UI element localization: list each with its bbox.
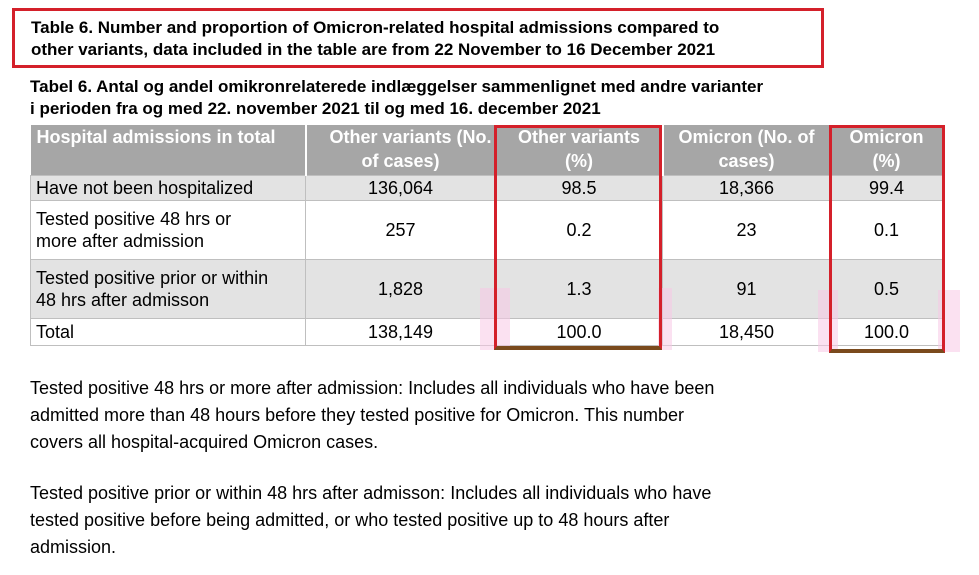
cell-other-percent: 1.3 (495, 259, 663, 319)
danish-title-line-1: Tabel 6. Antal og andel omikronrelatered… (30, 77, 764, 96)
cell-other-count: 136,064 (305, 175, 496, 201)
danish-title: Tabel 6. Antal og andel omikronrelatered… (30, 76, 763, 120)
table-header-row: Hospital admissions in total Other varia… (30, 125, 944, 176)
header-hospital-admissions: Hospital admissions in total (30, 125, 307, 176)
table-row: Tested positive prior or within 48 hrs a… (30, 259, 943, 319)
row-label: Have not been hospitalized (30, 175, 306, 201)
cell-other-count: 1,828 (305, 259, 496, 319)
note-1-line-2: admitted more than 48 hours before they … (30, 405, 684, 425)
cell-other-count: 257 (305, 200, 496, 260)
cell-omicron-percent: 99.4 (830, 175, 943, 201)
note-tested-positive-prior-or-within: Tested positive prior or within 48 hrs a… (30, 480, 930, 561)
english-title-highlight-box: Table 6. Number and proportion of Omicro… (12, 8, 824, 68)
row-label-line-1: Tested positive 48 hrs or (36, 209, 232, 229)
header-other-variants-count-line-1: Other variants (No. (329, 127, 492, 147)
cell-other-count: 138,149 (305, 318, 496, 346)
row-label-line-2: 48 hrs after admisson (36, 290, 210, 310)
note-2-line-1: Tested positive prior or within 48 hrs a… (30, 483, 712, 503)
header-other-variants-count: Other variants (No. of cases) (305, 125, 497, 176)
table-row: Total 138,149 100.0 18,450 100.0 (30, 318, 943, 346)
cell-omicron-count: 91 (662, 259, 831, 319)
cell-omicron-count: 23 (662, 200, 831, 260)
header-omicron-count: Omicron (No. of cases) (662, 125, 832, 176)
english-title-line-1: Table 6. Number and proportion of Omicro… (31, 18, 720, 37)
row-label-line-1: Total (36, 322, 75, 342)
note-2-line-2: tested positive before being admitted, o… (30, 510, 670, 530)
header-omicron-count-line-1: Omicron (No. of (678, 127, 815, 147)
table-row: Have not been hospitalized 136,064 98.5 … (30, 175, 943, 201)
cell-other-percent: 100.0 (495, 318, 663, 346)
note-tested-positive-after-admission: Tested positive 48 hrs or more after adm… (30, 375, 930, 456)
header-hospital-admissions-text: Hospital admissions in total (36, 127, 276, 147)
header-omicron-count-line-2: cases) (718, 151, 775, 171)
cell-omicron-count: 18,450 (662, 318, 831, 346)
header-other-variants-count-line-2: of cases) (361, 151, 440, 171)
note-1-line-1: Tested positive 48 hrs or more after adm… (30, 378, 715, 398)
note-1-line-3: covers all hospital-acquired Omicron cas… (30, 432, 379, 452)
header-omicron-percent-line-2: (%) (872, 151, 901, 171)
row-label-line-1: Have not been hospitalized (36, 178, 254, 198)
row-label: Total (30, 318, 306, 346)
hospital-admissions-table: Hospital admissions in total Other varia… (30, 125, 944, 346)
header-other-variants-percent-line-2: (%) (565, 151, 593, 171)
row-label-line-1: Tested positive prior or within (36, 268, 269, 288)
cell-omicron-percent: 0.5 (830, 259, 943, 319)
cell-omicron-percent: 0.1 (830, 200, 943, 260)
cell-other-percent: 0.2 (495, 200, 663, 260)
cell-other-percent: 98.5 (495, 175, 663, 201)
header-other-variants-percent: Other variants (%) (495, 125, 664, 176)
english-title-line-2: other variants, data included in the tab… (31, 40, 716, 59)
header-other-variants-percent-line-1: Other variants (517, 127, 641, 147)
table-row: Tested positive 48 hrs or more after adm… (30, 200, 943, 260)
cell-omicron-percent: 100.0 (830, 318, 943, 346)
note-2-line-3: admission. (30, 537, 117, 557)
header-omicron-percent: Omicron (%) (830, 125, 944, 176)
row-label: Tested positive prior or within 48 hrs a… (30, 259, 306, 319)
cell-omicron-count: 18,366 (662, 175, 831, 201)
row-label-line-2: more after admission (36, 231, 205, 251)
row-label: Tested positive 48 hrs or more after adm… (30, 200, 306, 260)
danish-title-line-2: i perioden fra og med 22. november 2021 … (30, 99, 601, 118)
header-omicron-percent-line-1: Omicron (849, 127, 924, 147)
